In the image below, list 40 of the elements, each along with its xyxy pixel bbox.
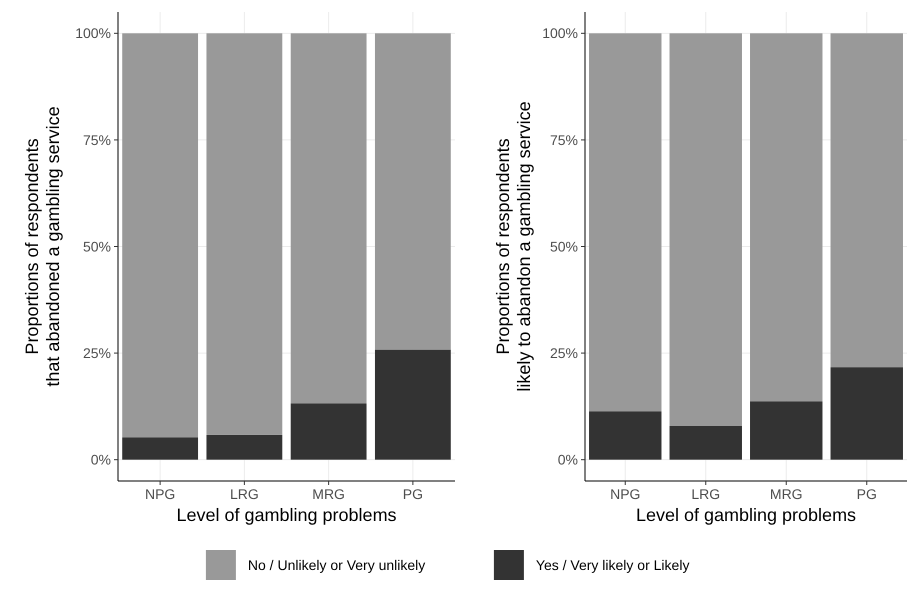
x-axis-title: Level of gambling problems — [176, 505, 397, 525]
bar — [750, 401, 822, 460]
x-tick-label: MRG — [312, 486, 345, 502]
x-axis-title: Level of gambling problems — [636, 505, 856, 525]
y-tick-label: 100% — [75, 25, 111, 42]
x-tick-label: NPG — [144, 486, 176, 502]
x-tick-label: PG — [856, 486, 877, 502]
bar — [290, 403, 367, 460]
x-tick-label: LRG — [230, 486, 259, 502]
legend-label: No / Unlikely or Very unlikely — [248, 556, 426, 573]
y-tick-label: 50% — [82, 238, 111, 254]
bar — [830, 367, 903, 460]
bar — [374, 350, 451, 460]
y-tick-label: 25% — [82, 344, 111, 361]
bar — [122, 33, 198, 438]
y-tick-label: 0% — [558, 452, 578, 468]
bar — [290, 33, 367, 404]
x-tick-label: NPG — [610, 486, 640, 502]
bar — [750, 33, 822, 402]
y-tick-label: 100% — [542, 25, 578, 42]
y-axis-title: Proportions of respondents likely to abandon a gambling service — [493, 101, 534, 392]
y-tick-label: 0% — [90, 452, 111, 468]
bar — [122, 438, 198, 460]
legend-label: Yes / Very likely or Likely — [536, 556, 690, 573]
bar — [830, 33, 903, 368]
y-tick-label: 75% — [550, 132, 578, 148]
bar — [670, 426, 742, 460]
y-axis-title: Proportions of respondents that abandoned a gambling service — [22, 106, 63, 387]
y-tick-label: 75% — [82, 132, 111, 148]
bar — [206, 434, 282, 460]
bar — [374, 33, 451, 350]
y-tick-label: 50% — [550, 238, 578, 254]
y-tick-label: 25% — [550, 344, 578, 361]
bar — [589, 33, 662, 412]
x-tick-label: LRG — [691, 486, 720, 502]
bar — [670, 33, 742, 426]
bar — [206, 33, 282, 435]
bar — [589, 412, 662, 460]
x-tick-label: PG — [402, 486, 423, 502]
x-tick-label: MRG — [770, 486, 803, 502]
